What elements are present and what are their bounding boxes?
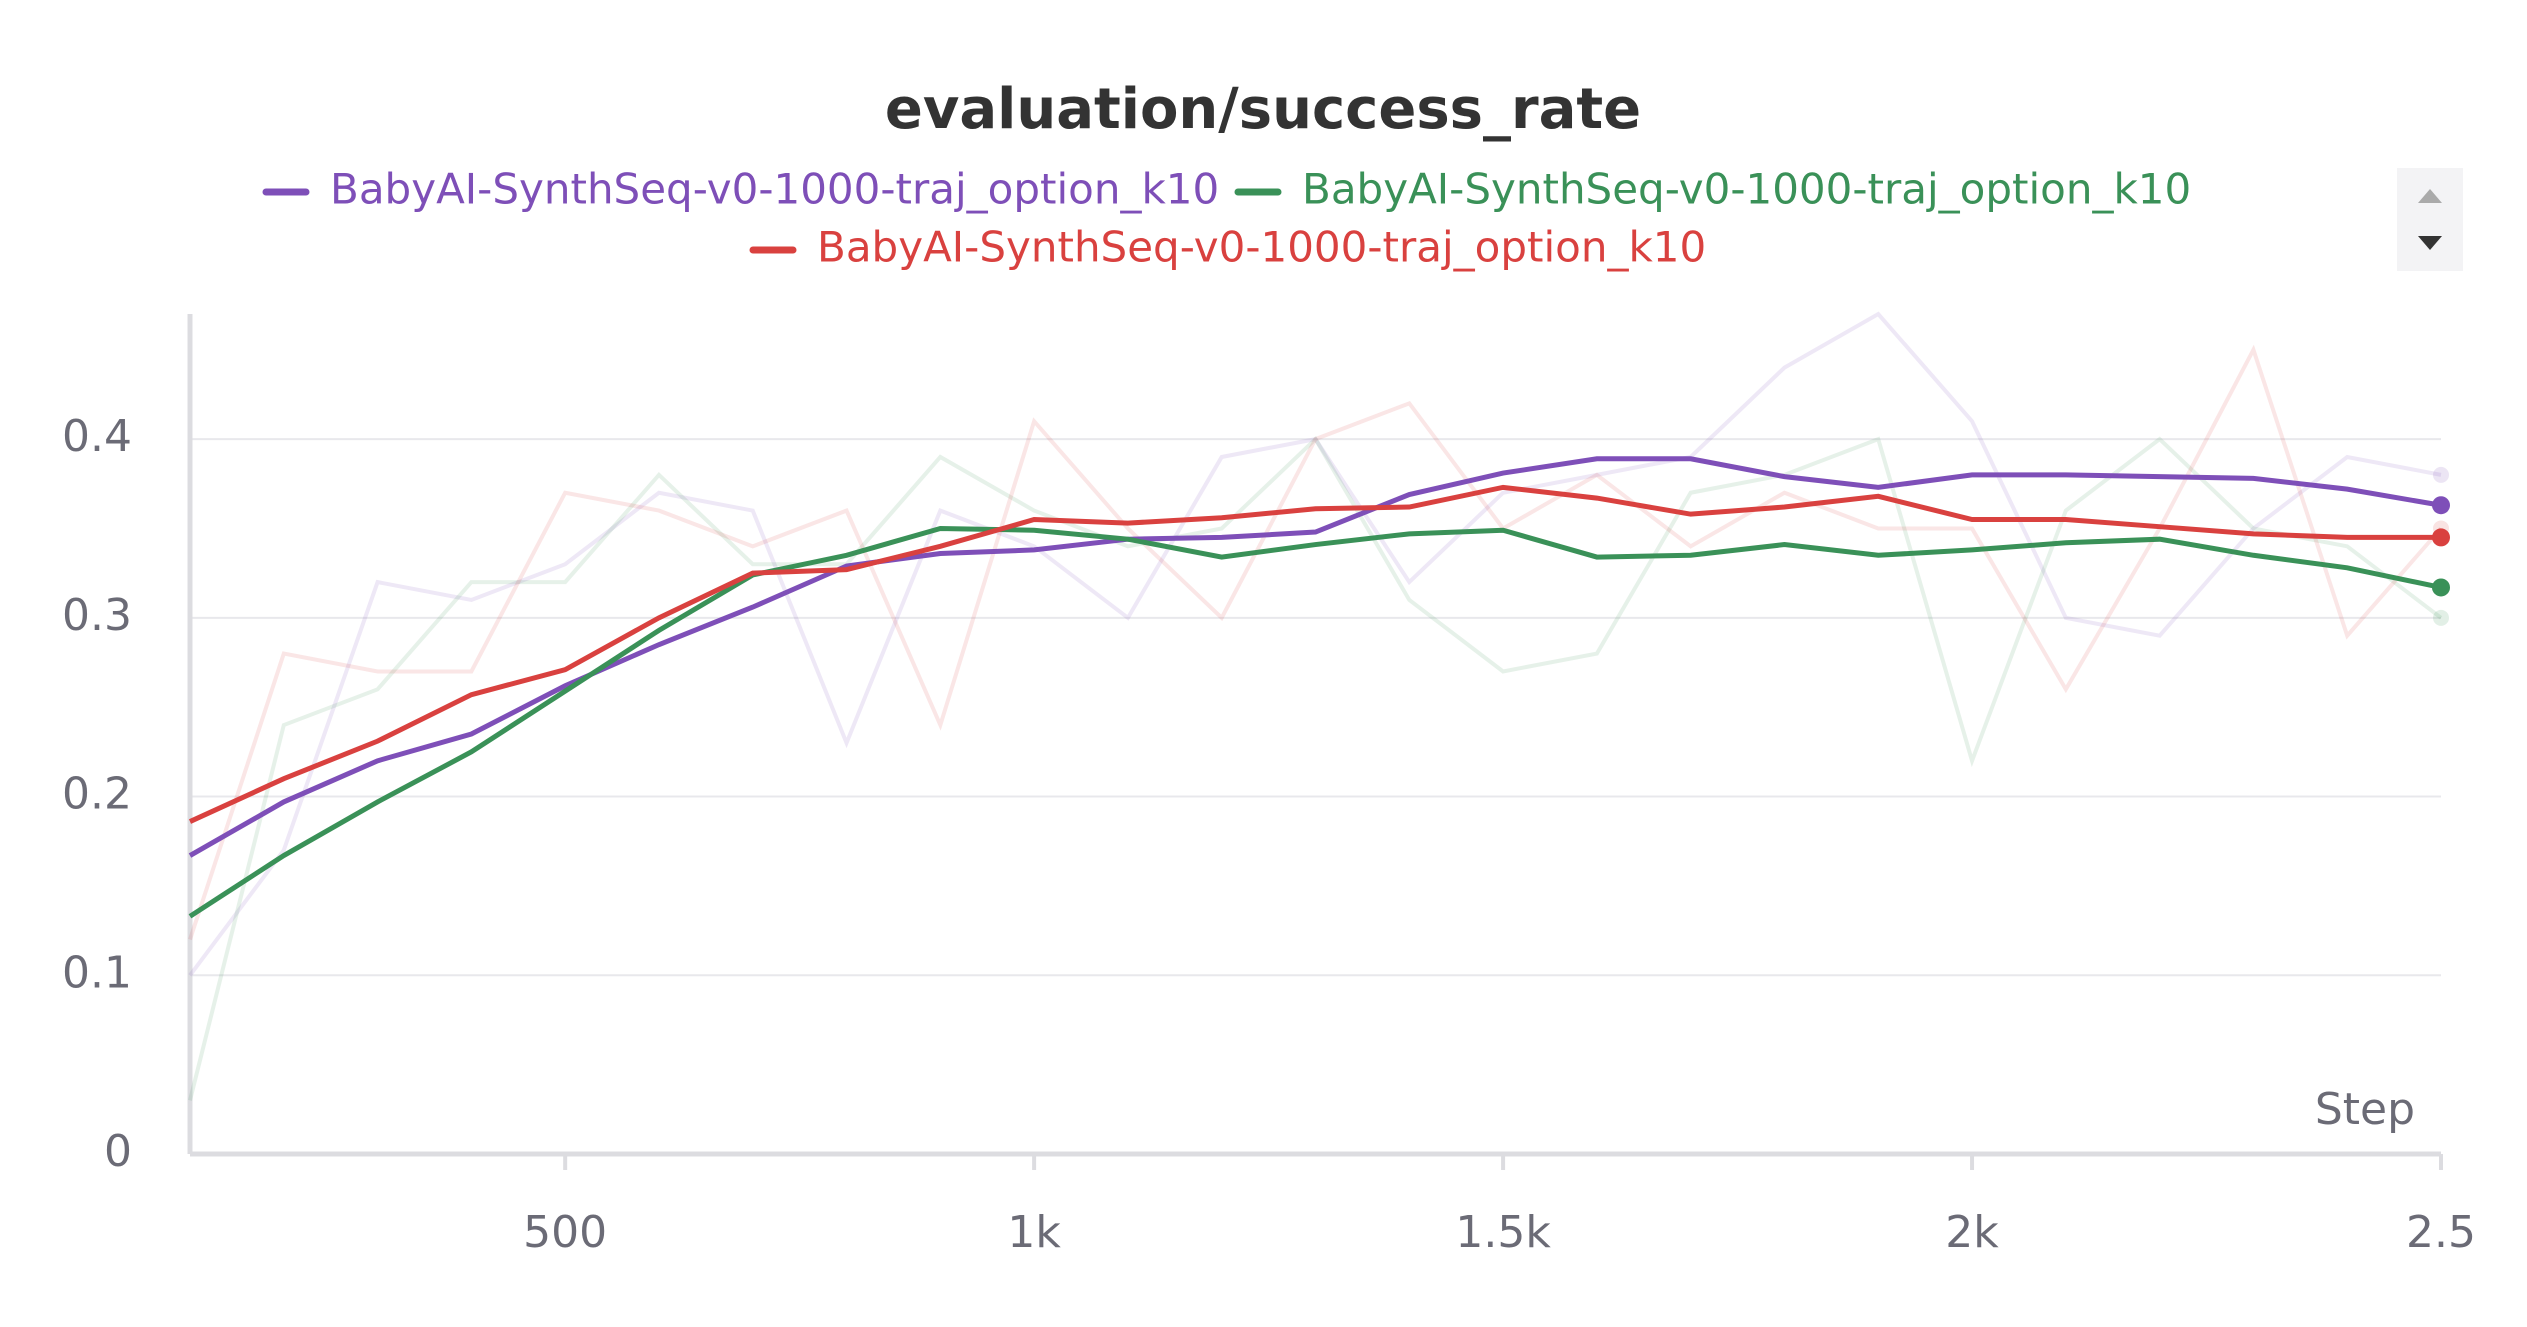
raw-line — [188, 344, 2443, 941]
end-dot — [2432, 578, 2450, 597]
x-axis-label: Step — [2315, 1084, 2415, 1135]
raw-end-dot — [2433, 609, 2449, 626]
end-dot — [2432, 528, 2450, 547]
x-tick-label: 2k — [1945, 1207, 1999, 1258]
y-tick-label: 0.2 — [62, 769, 132, 820]
legend-label: BabyAI-SynthSeq-v0-1000-traj_option_k10 — [330, 165, 1219, 214]
x-tick-label: 500 — [523, 1207, 607, 1258]
chart-title: evaluation/success_rate — [885, 77, 1641, 142]
legend-label: BabyAI-SynthSeq-v0-1000-traj_option_k10 — [1302, 165, 2191, 214]
end-dot — [2432, 496, 2450, 515]
raw-end-dot — [2433, 466, 2449, 483]
y-tick-label: 0.4 — [62, 411, 132, 462]
y-tick-label: 0.3 — [62, 590, 132, 641]
y-tick-label: 0 — [104, 1126, 132, 1177]
raw-line — [188, 311, 2442, 977]
x-tick-label: 2.5 — [2406, 1207, 2476, 1258]
smoothed-line — [188, 525, 2442, 919]
scroll-box — [2397, 168, 2463, 271]
smoothed-line — [188, 456, 2442, 858]
legend-label: BabyAI-SynthSeq-v0-1000-traj_option_k10 — [817, 223, 1706, 272]
scroll-up[interactable] — [2418, 189, 2442, 203]
x-tick-label: 1.5k — [1455, 1207, 1551, 1258]
x-tick-label: 1k — [1007, 1207, 1061, 1258]
y-tick-label: 0.1 — [62, 947, 132, 998]
scroll-down[interactable] — [2418, 236, 2442, 250]
smoothed-line — [188, 484, 2441, 824]
legend-scroll[interactable] — [2397, 168, 2463, 271]
raw-line — [188, 435, 2443, 1101]
